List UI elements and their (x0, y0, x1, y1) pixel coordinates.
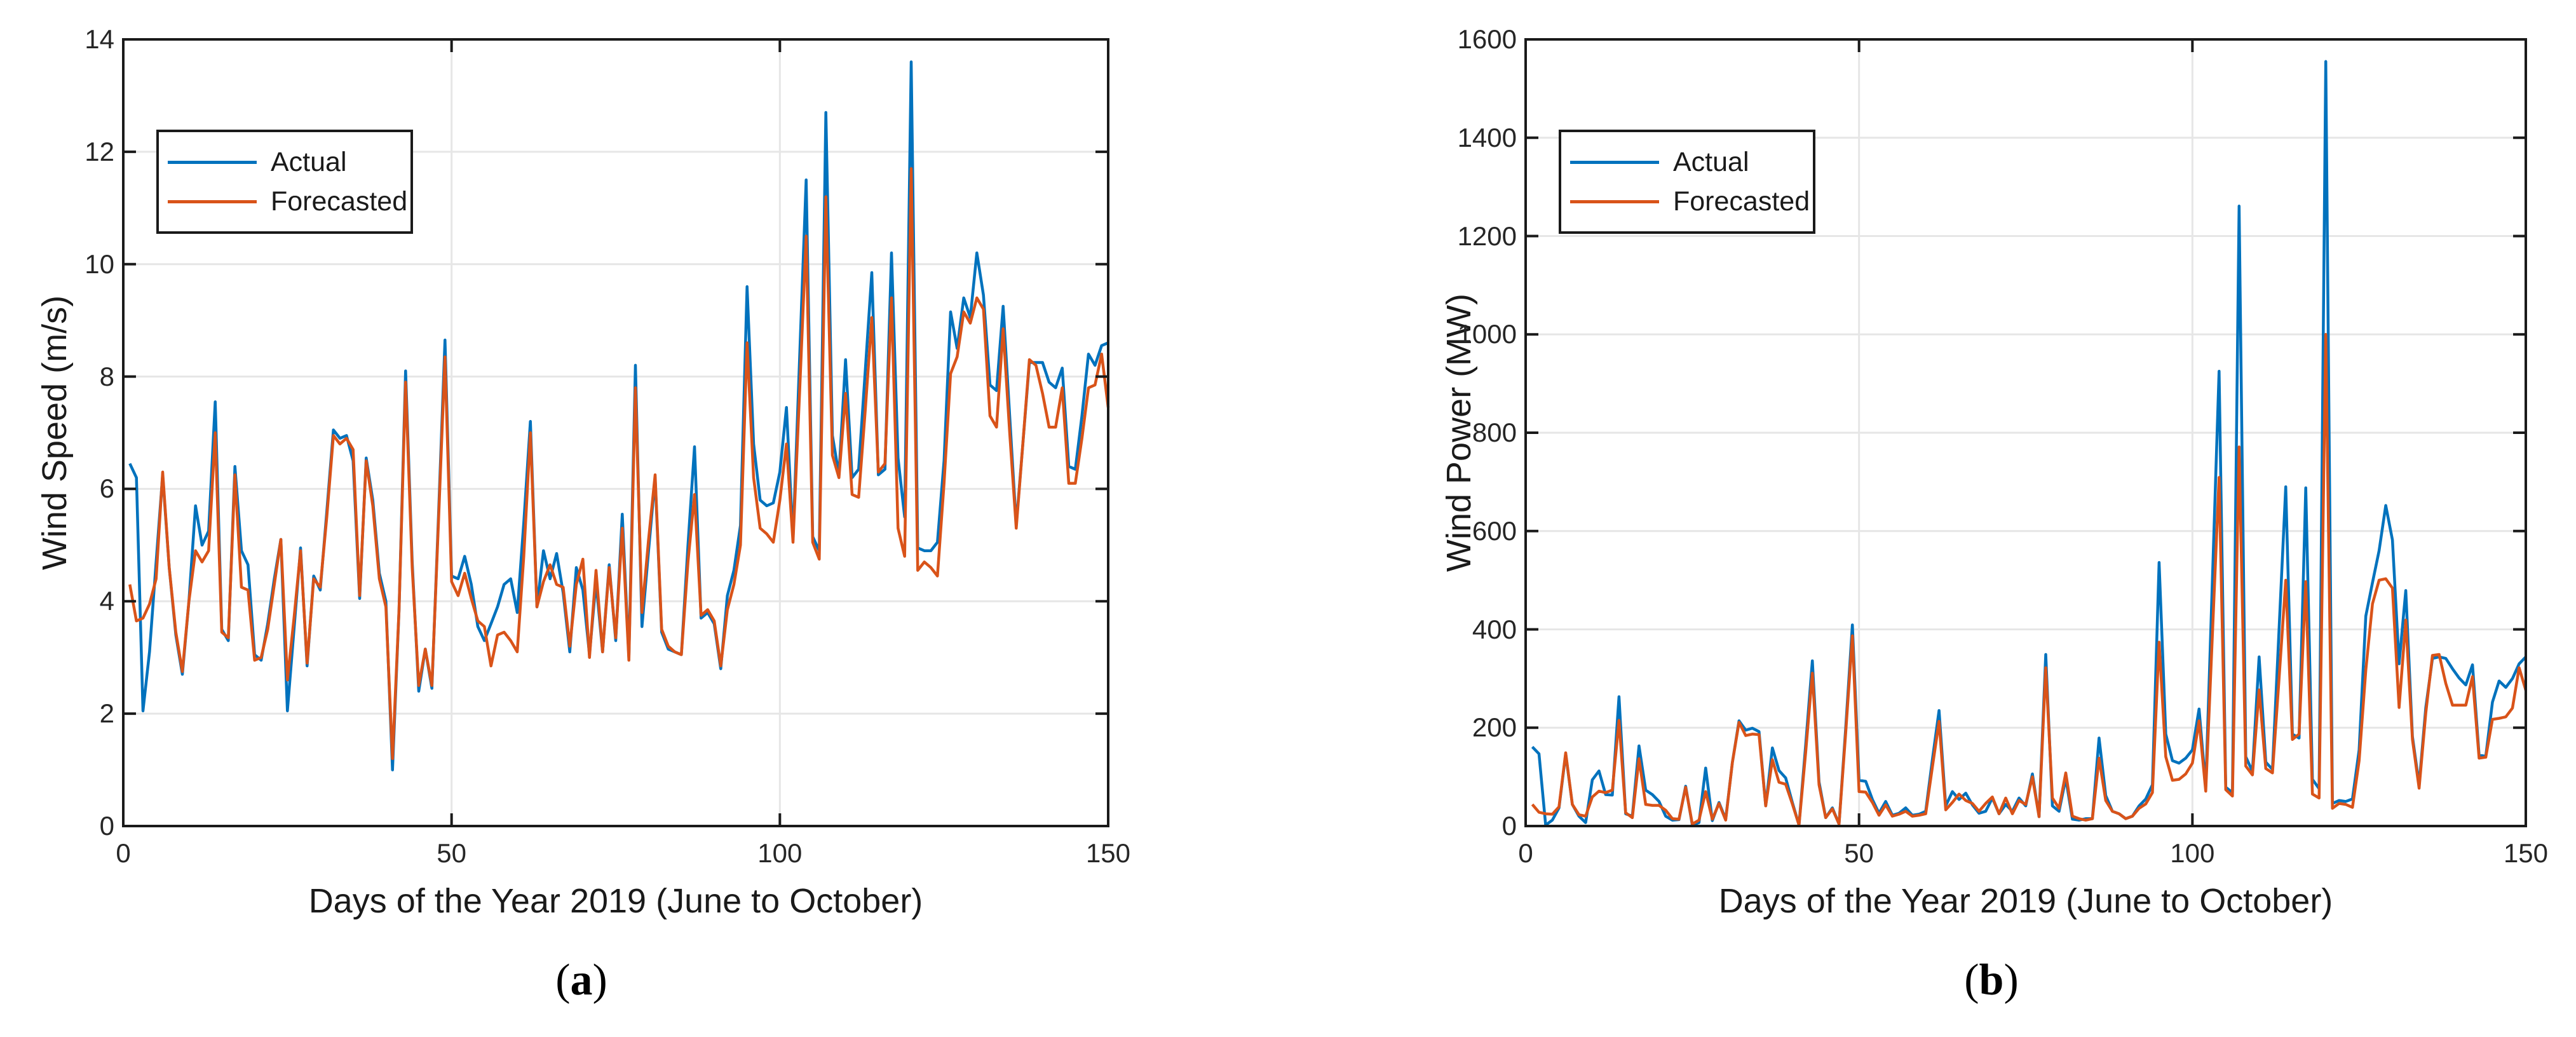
series-line-forecasted (1531, 333, 2528, 827)
y-tick-label: 200 (1472, 712, 1517, 743)
x-tick-label: 100 (757, 838, 803, 868)
legend-line-swatch-forecasted (1570, 200, 1659, 203)
y-tick-label: 1400 (1457, 122, 1517, 152)
x-tick-label: 100 (2170, 838, 2215, 868)
y-tick-label: 12 (85, 136, 114, 166)
subfigure-caption-b: (b) (1964, 956, 2019, 1005)
legend-item-forecasted: Forecasted (1570, 182, 1810, 221)
y-tick-label: 4 (99, 586, 114, 616)
y-tick-label: 8 (99, 361, 114, 391)
legend-wind-speed: Actual Forecasted (156, 130, 413, 234)
y-tick-label: 1000 (1457, 319, 1517, 349)
x-tick-label: 50 (1844, 838, 1874, 868)
axes-frame (122, 38, 1109, 827)
caption-letter-a: a (570, 956, 593, 1005)
y-tick-label: 1600 (1457, 24, 1517, 54)
legend-item-actual: Actual (168, 142, 405, 182)
x-axis-label-days-a: Days of the Year 2019 (June to October) (308, 882, 923, 920)
caption-letter-b: b (1979, 956, 2004, 1005)
y-tick-label: 6 (99, 473, 114, 504)
legend-item-actual: Actual (1570, 142, 1808, 182)
y-tick-label: 0 (1502, 811, 1517, 841)
x-tick-label: 0 (116, 838, 131, 868)
subfigure-caption-a: (a) (555, 956, 607, 1005)
legend-item-forecasted: Forecasted (168, 182, 408, 221)
x-axis-label-days-b: Days of the Year 2019 (June to October) (1718, 882, 2333, 920)
y-tick-label: 10 (85, 248, 114, 279)
x-tick-label: 150 (1085, 838, 1131, 868)
y-tick-label: 2 (99, 698, 114, 729)
y-tick-label: 800 (1472, 417, 1517, 447)
y-tick-label: 1200 (1457, 220, 1517, 251)
legend-line-swatch-forecasted (168, 200, 257, 203)
legend-label-forecasted: Forecasted (1673, 186, 1810, 217)
x-tick-label: 50 (437, 838, 467, 868)
legend-label-actual: Actual (271, 146, 347, 177)
y-tick-label: 600 (1472, 515, 1517, 546)
x-tick-label: 0 (1518, 838, 1533, 868)
legend-line-swatch-actual (168, 160, 257, 164)
legend-label-forecasted: Forecasted (271, 186, 408, 217)
y-tick-label: 14 (85, 24, 114, 54)
y-tick-label: 400 (1472, 614, 1517, 644)
legend-line-swatch-actual (1570, 160, 1659, 164)
x-tick-label: 150 (2503, 838, 2549, 868)
y-tick-label: 0 (99, 811, 114, 841)
series-line-forecasted (128, 167, 1110, 761)
legend-wind-power: Actual Forecasted (1559, 130, 1815, 234)
legend-label-actual: Actual (1673, 146, 1749, 177)
